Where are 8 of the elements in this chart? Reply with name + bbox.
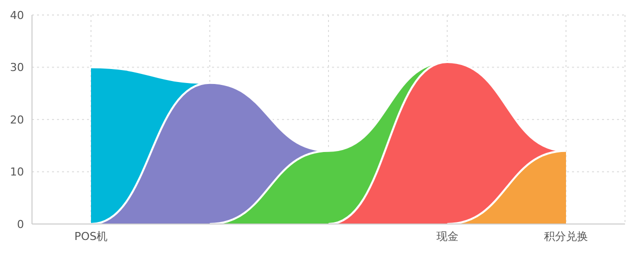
x-tick-label: POS机	[74, 230, 108, 243]
y-tick-label: 30	[10, 61, 24, 74]
y-tick-label: 40	[10, 8, 24, 22]
x-tick-label: 积分兑换	[544, 230, 588, 243]
y-tick-label: 0	[17, 218, 24, 231]
x-tick-label: 现金	[436, 230, 458, 243]
y-tick-label: 20	[10, 113, 24, 126]
y-tick-label: 10	[10, 166, 24, 179]
